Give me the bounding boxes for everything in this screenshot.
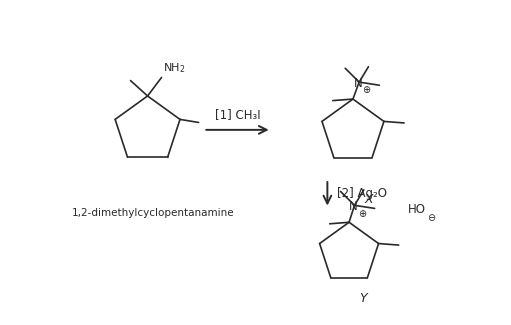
Text: 1,2-dimethylcyclopentanamine: 1,2-dimethylcyclopentanamine	[72, 208, 234, 218]
Text: $\oplus$: $\oplus$	[358, 208, 367, 218]
Text: Y: Y	[359, 292, 367, 305]
Text: N: N	[350, 200, 358, 213]
Text: $\ominus$: $\ominus$	[427, 212, 436, 223]
Text: X: X	[364, 193, 373, 206]
Text: $\oplus$: $\oplus$	[362, 84, 371, 95]
Text: N: N	[354, 77, 363, 90]
Text: [2] Ag₂O: [2] Ag₂O	[337, 187, 387, 200]
Text: [1] CH₃I: [1] CH₃I	[215, 108, 260, 121]
Text: HO: HO	[408, 203, 426, 216]
Text: NH$_2$: NH$_2$	[163, 61, 185, 75]
